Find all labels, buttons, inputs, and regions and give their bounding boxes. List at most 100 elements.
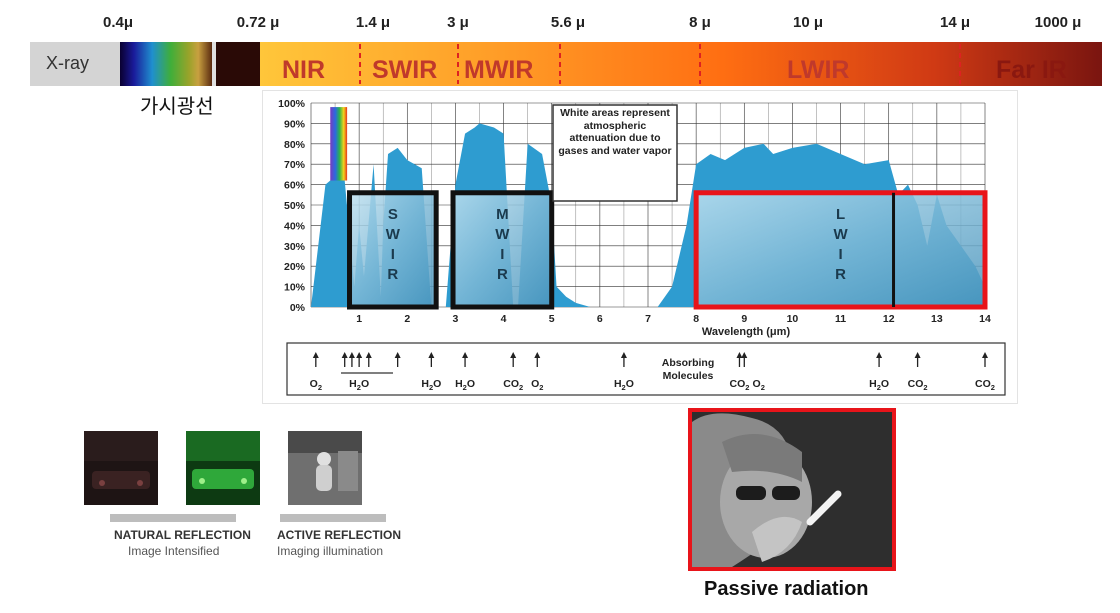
active-reflection-title: ACTIVE REFLECTION bbox=[277, 528, 402, 542]
passive-radiation-label: Passive radiation bbox=[704, 578, 869, 600]
y-tick-label: 40% bbox=[284, 220, 306, 232]
night-scene-image bbox=[84, 431, 158, 505]
wavelength-label: 14 μ bbox=[939, 14, 971, 31]
window-letter: R bbox=[497, 266, 508, 283]
window-letter: I bbox=[391, 246, 395, 263]
y-tick-label: 30% bbox=[284, 241, 306, 253]
thermal-image-frame bbox=[688, 408, 896, 571]
x-tick-label: 8 bbox=[693, 313, 699, 325]
farir-label: Far IR bbox=[996, 56, 1067, 84]
window-border bbox=[450, 190, 555, 310]
arrow-head bbox=[312, 352, 319, 358]
y-tick-label: 50% bbox=[284, 200, 306, 212]
x-tick-label: 1 bbox=[356, 313, 362, 325]
arrow-head bbox=[356, 352, 363, 358]
window-border bbox=[693, 190, 988, 310]
x-tick-label: 5 bbox=[549, 313, 555, 325]
x-tick-label: 7 bbox=[645, 313, 651, 325]
arrow-head bbox=[620, 352, 627, 358]
swir-label: SWIR bbox=[372, 56, 438, 84]
arrow-head bbox=[510, 352, 517, 358]
absorption-arrows bbox=[312, 352, 988, 367]
x-tick-label: 10 bbox=[787, 313, 799, 325]
molecule-label: CO2 bbox=[503, 378, 523, 392]
molecule-label: H2O bbox=[614, 378, 634, 392]
wavelength-label: 1000 μ bbox=[1034, 14, 1082, 31]
wavelength-label: 3 μ bbox=[447, 14, 469, 31]
wavelength-label: 10 μ bbox=[792, 14, 824, 31]
x-ticks: 1 2 3 4 5 6 7 8 9 10 11 12 13 14 bbox=[356, 313, 991, 325]
annotation-box: White areas represent atmospheric attenu… bbox=[552, 104, 678, 202]
image-intensified-green-image bbox=[186, 431, 260, 505]
molecule-label: H2O bbox=[455, 378, 475, 392]
arrow-head bbox=[876, 352, 883, 358]
natural-reflection-title: NATURAL REFLECTION bbox=[114, 528, 251, 542]
molecule-label: CO2 bbox=[730, 378, 750, 392]
y-tick-label: 0% bbox=[290, 302, 306, 314]
y-tick-label: 10% bbox=[284, 282, 306, 294]
wavelength-label: 0.72 μ bbox=[236, 14, 280, 31]
window-letter: S bbox=[388, 206, 398, 223]
y-ticks: 0% 10% 20% 30% 40% 50% 60% 70% 80% 90% 100% bbox=[278, 98, 306, 314]
active-reflection-bar bbox=[280, 514, 386, 522]
molecule-label: CO2 bbox=[975, 378, 995, 392]
spectrum-bar bbox=[30, 42, 1102, 86]
molecule-labels: O2 H2O H2O H2O CO2 O2 H2O CO2 O2 H2O CO2 CO2 bbox=[310, 378, 995, 392]
active-illumination-image bbox=[288, 431, 362, 505]
arrow-head bbox=[741, 352, 748, 358]
x-tick-label: 2 bbox=[404, 313, 410, 325]
wavelength-label: 5.6 μ bbox=[550, 14, 586, 31]
molecule-label: H2O bbox=[349, 378, 369, 392]
annotation-text: White areas represent atmospheric attenu… bbox=[558, 107, 672, 157]
x-tick-label: 11 bbox=[835, 313, 846, 325]
arrow-head bbox=[394, 352, 401, 358]
molecule-label: H2O bbox=[421, 378, 441, 392]
arrow-head bbox=[365, 352, 372, 358]
arrow-head bbox=[736, 352, 743, 358]
window-letter: W bbox=[386, 226, 401, 243]
natural-reflection-subtitle: Image Intensified bbox=[128, 544, 220, 558]
molecule-label: H2O bbox=[869, 378, 889, 392]
y-tick-label: 90% bbox=[284, 118, 306, 130]
visible-light-label: 가시광선 bbox=[140, 94, 214, 118]
x-tick-label: 9 bbox=[741, 313, 747, 325]
x-tick-label: 3 bbox=[453, 313, 459, 325]
x-tick-label: 4 bbox=[501, 313, 507, 325]
window-letter: L bbox=[836, 206, 845, 223]
nir-label: NIR bbox=[282, 56, 326, 84]
y-tick-label: 80% bbox=[284, 139, 306, 151]
window-letter: R bbox=[387, 266, 398, 283]
arrow-head bbox=[341, 352, 348, 358]
molecule-label: CO2 bbox=[908, 378, 928, 392]
visible-strip bbox=[330, 107, 348, 181]
active-reflection-subtitle: Imaging illumination bbox=[277, 544, 384, 558]
natural-reflection-bar bbox=[110, 514, 236, 522]
arrow-head bbox=[982, 352, 988, 358]
x-tick-label: 12 bbox=[883, 313, 895, 325]
y-tick-label: 20% bbox=[284, 261, 306, 273]
xray-label: X-ray bbox=[46, 53, 90, 73]
mwir-label: MWIR bbox=[464, 56, 534, 84]
window-letter: I bbox=[838, 246, 842, 263]
x-tick-label: 13 bbox=[931, 313, 943, 325]
window-letter: I bbox=[500, 246, 504, 263]
window-border bbox=[347, 190, 439, 310]
x-tick-label: 14 bbox=[979, 313, 991, 325]
thermal-person-image bbox=[692, 412, 892, 567]
window-fill bbox=[349, 192, 437, 307]
x-axis-label: Wavelength (μm) bbox=[702, 326, 791, 338]
wavelength-label: 1.4 μ bbox=[355, 14, 391, 31]
wavelength-label: 8 μ bbox=[689, 14, 711, 31]
arrow-head bbox=[462, 352, 469, 358]
absorbing-molecules-label: Absorbing Molecules bbox=[661, 357, 715, 382]
arrow-head bbox=[534, 352, 541, 358]
window-fill bbox=[696, 192, 985, 307]
window-letter: W bbox=[495, 226, 510, 243]
window-letter: R bbox=[835, 266, 846, 283]
y-tick-label: 70% bbox=[284, 159, 306, 171]
lwir-label: LWIR bbox=[787, 56, 850, 84]
arrow-head bbox=[428, 352, 435, 358]
